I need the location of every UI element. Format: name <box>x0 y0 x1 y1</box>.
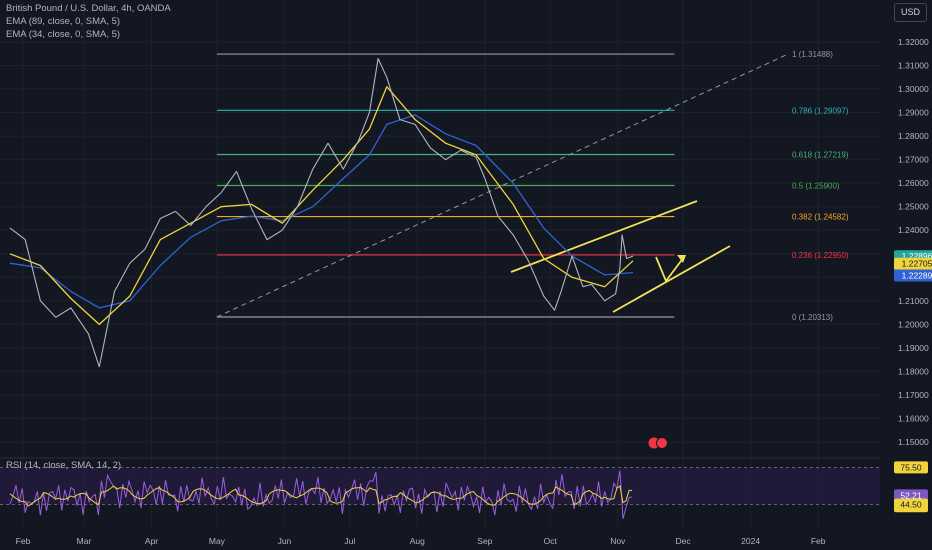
grid <box>0 0 880 528</box>
price-tick-label: 1.28000 <box>898 131 929 141</box>
time-tick-label: Nov <box>610 536 626 546</box>
price-tick-label: 1.25000 <box>898 202 929 212</box>
time-tick-label: Dec <box>676 536 692 546</box>
price-label-text: 1.22705 <box>902 259 932 269</box>
time-tick-label: Feb <box>811 536 826 546</box>
lower-channel-line[interactable] <box>612 245 731 313</box>
rsi-band <box>0 467 880 505</box>
price-tick-label: 1.26000 <box>898 178 929 188</box>
symbol-title: British Pound / U.S. Dollar, 4h, OANDA <box>6 3 171 14</box>
fib-level-label: 0.5 (1.25900) <box>792 182 840 191</box>
price-axis[interactable]: 1.32000 1.31000 1.30000 1.29000 1.28000 1.270… <box>894 37 932 513</box>
price-label-box <box>894 257 932 270</box>
price-tick-label: 1.20000 <box>898 319 929 329</box>
rsi-panel <box>0 457 880 519</box>
price-tick-label: 1.29000 <box>898 108 929 118</box>
price-tick-label: 1.32000 <box>898 37 929 47</box>
price-label-text: 1.22289 <box>902 270 932 280</box>
rsi-label-box <box>894 498 928 511</box>
rsi-label-text: 52.21 <box>900 490 922 500</box>
ema34-line <box>9 86 634 326</box>
fibonacci-retracement[interactable]: 1 (1.31488) 0.786 (1.29097) 0.618 (1.27219… <box>216 50 849 322</box>
price-tick-label: 1.15000 <box>898 437 929 447</box>
time-tick-label: 2024 <box>741 536 760 546</box>
rsi-label-text: 75.50 <box>900 462 922 472</box>
time-tick-label: Aug <box>410 536 425 546</box>
price-tick-label: 1.18000 <box>898 366 929 376</box>
fib-level-label: 0.236 (1.22950) <box>792 251 849 260</box>
fib-level-label: 0.382 (1.24582) <box>792 213 849 222</box>
ema34-legend[interactable]: EMA (34, close, 0, SMA, 5) <box>6 29 121 40</box>
economic-event-icon[interactable] <box>656 437 668 449</box>
projection-arrowhead[interactable] <box>677 255 686 263</box>
price-tick-label: 1.16000 <box>898 413 929 423</box>
fib-level-label: 0 (1.20313) <box>792 313 833 322</box>
price-tick-label: 1.24000 <box>898 225 929 235</box>
price-line <box>9 57 634 368</box>
price-tick-label: 1.19000 <box>898 343 929 353</box>
time-tick-label: Mar <box>77 536 92 546</box>
price-tick-label: 1.21000 <box>898 296 929 306</box>
projection-arrow-path[interactable] <box>655 256 685 283</box>
time-tick-label: Feb <box>16 536 31 546</box>
price-tick-label: 1.17000 <box>898 390 929 400</box>
time-tick-label: Jul <box>344 536 355 546</box>
rsi-label-box <box>894 461 928 474</box>
currency-button[interactable]: USD <box>894 3 927 22</box>
time-tick-label: Oct <box>544 536 558 546</box>
fib-level-label: 0.786 (1.29097) <box>792 106 849 115</box>
price-tick-label: 1.31000 <box>898 61 929 71</box>
time-tick-label: Apr <box>145 536 158 546</box>
ema89-line <box>9 114 634 309</box>
drawing-tools[interactable] <box>510 200 731 313</box>
ema89-legend[interactable]: EMA (89, close, 0, SMA, 5) <box>6 16 121 27</box>
fib-level-label: 1 (1.31488) <box>792 50 833 59</box>
fib-level-label: 0.618 (1.27219) <box>792 150 849 159</box>
fib-trend-dashed-line[interactable] <box>216 53 789 318</box>
rsi-label-text: 44.50 <box>900 500 922 510</box>
price-tick-label: 1.30000 <box>898 84 929 94</box>
rsi-legend[interactable]: RSI (14, close, SMA, 14, 2) <box>6 460 122 471</box>
price-tick-label: 1.27000 <box>898 155 929 165</box>
price-series <box>9 57 668 449</box>
time-tick-label: May <box>209 536 226 546</box>
price-label-box <box>894 269 932 282</box>
rsi-sma-line <box>9 485 633 507</box>
rsi-label-box <box>894 489 928 502</box>
price-label-text: 1.22896 <box>902 251 932 261</box>
time-tick-label: Jun <box>278 536 292 546</box>
upper-channel-line[interactable] <box>510 200 698 273</box>
time-tick-label: Sep <box>477 536 492 546</box>
time-axis[interactable]: Feb Mar Apr May Jun Jul Aug Sep Oct Nov Dec 2024 Feb <box>16 536 826 546</box>
